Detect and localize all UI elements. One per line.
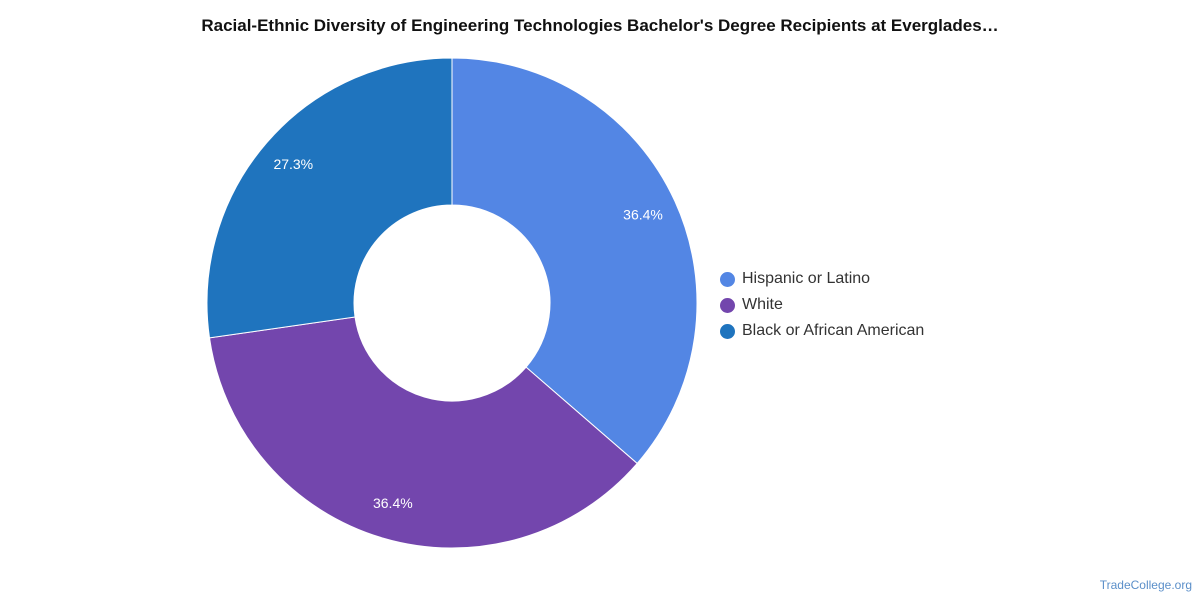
slice-hispanic[interactable] xyxy=(451,57,698,465)
legend-swatch xyxy=(720,323,735,339)
legend-label: Black or African American xyxy=(742,322,925,339)
legend-swatch xyxy=(720,297,735,313)
slice-black[interactable] xyxy=(206,57,453,339)
legend-swatch xyxy=(720,271,735,287)
legend-label: Hispanic or Latino xyxy=(742,270,871,287)
slice-white[interactable] xyxy=(208,316,638,549)
slice-value-label: 27.3% xyxy=(273,156,313,172)
legend-label: White xyxy=(742,296,783,313)
legend-item-white[interactable]: White xyxy=(720,292,924,318)
legend: Hispanic or Latino White Black or Africa… xyxy=(720,266,924,344)
slice-value-label: 36.4% xyxy=(373,495,413,511)
watermark[interactable]: TradeCollege.org xyxy=(1099,578,1192,592)
legend-item-black[interactable]: Black or African American xyxy=(720,318,924,344)
slice-value-label: 36.4% xyxy=(623,206,663,222)
legend-item-hispanic[interactable]: Hispanic or Latino xyxy=(720,266,924,292)
chart-title: Racial-Ethnic Diversity of Engineering T… xyxy=(201,16,999,35)
